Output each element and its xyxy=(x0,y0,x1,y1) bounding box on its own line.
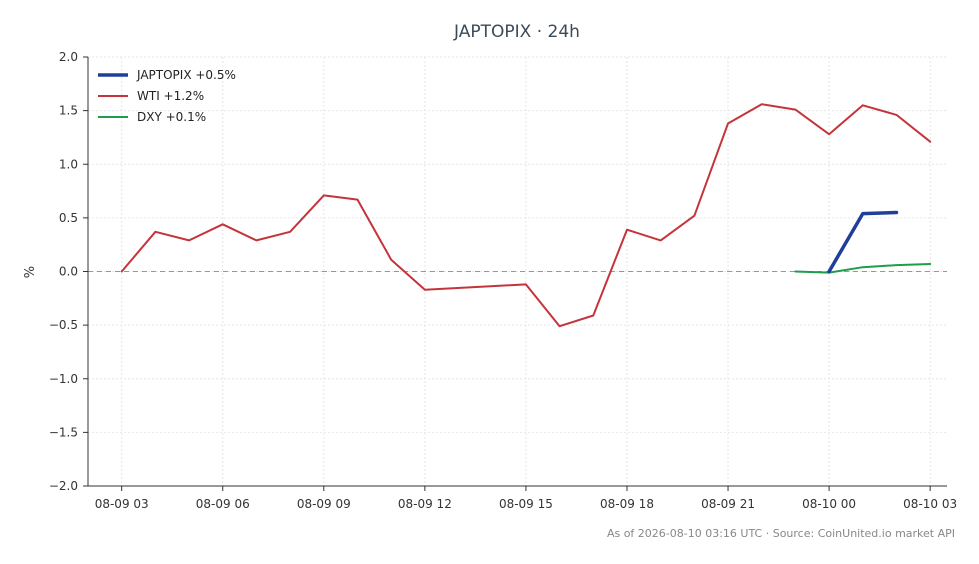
x-tick-label: 08-09 15 xyxy=(499,497,553,511)
y-tick-label: 0.5 xyxy=(59,211,78,225)
legend-label: JAPTOPIX +0.5% xyxy=(136,68,236,82)
x-tick-label: 08-09 12 xyxy=(398,497,452,511)
series-layer xyxy=(120,103,932,328)
legend-label: DXY +0.1% xyxy=(137,110,206,124)
x-tick-label: 08-09 18 xyxy=(600,497,654,511)
y-tick-label: 1.0 xyxy=(59,157,78,171)
x-tick-label: 08-10 03 xyxy=(903,497,957,511)
y-tick-label: 2.0 xyxy=(59,50,78,64)
legend: JAPTOPIX +0.5% WTI +1.2% DXY +0.1% xyxy=(98,68,236,124)
y-axis-label: % xyxy=(23,266,38,278)
x-tick-label: 08-09 21 xyxy=(701,497,755,511)
y-tick-label: −1.5 xyxy=(49,425,78,439)
y-tick-label: 1.5 xyxy=(59,104,78,118)
chart-title: JAPTOPIX · 24h xyxy=(453,22,580,42)
y-tick-label: 0.0 xyxy=(59,265,78,279)
x-tick-label: 08-10 00 xyxy=(802,497,856,511)
y-tick-label: −0.5 xyxy=(49,318,78,332)
series-line-wti xyxy=(120,103,932,328)
y-tick-label: −1.0 xyxy=(49,372,78,386)
y-tick-label: −2.0 xyxy=(49,479,78,493)
x-tick-label: 08-09 06 xyxy=(196,497,250,511)
series-line-japtopix xyxy=(827,210,899,274)
series-line-dxy xyxy=(794,263,932,274)
x-tick-label: 08-09 03 xyxy=(95,497,149,511)
legend-label: WTI +1.2% xyxy=(137,89,204,103)
axes-layer: −2.0 −1.5 −1.0 −0.5 0.0 0.5 1.0 1.5 2.0 08-09 03 0… xyxy=(49,50,957,511)
x-tick-label: 08-09 09 xyxy=(297,497,351,511)
chart-footer: As of 2026-08-10 03:16 UTC · Source: Coi… xyxy=(607,527,955,540)
